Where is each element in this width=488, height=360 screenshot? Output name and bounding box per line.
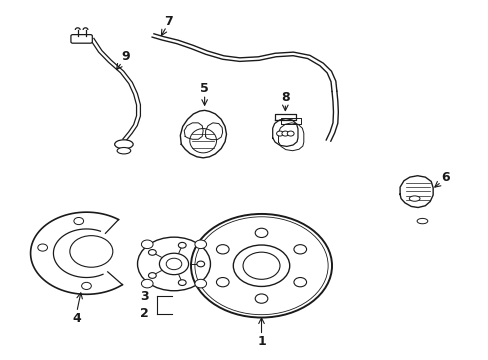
Circle shape	[255, 228, 267, 238]
Circle shape	[282, 131, 288, 136]
Ellipse shape	[117, 148, 130, 154]
Circle shape	[141, 279, 153, 288]
Circle shape	[276, 131, 283, 136]
Text: 6: 6	[440, 171, 448, 184]
Circle shape	[293, 245, 306, 254]
Text: 8: 8	[281, 91, 289, 104]
Circle shape	[287, 131, 293, 136]
Circle shape	[216, 245, 229, 254]
Circle shape	[38, 244, 47, 251]
Circle shape	[141, 240, 153, 249]
Circle shape	[178, 242, 186, 248]
FancyBboxPatch shape	[71, 35, 92, 43]
Circle shape	[293, 278, 306, 287]
Text: 9: 9	[122, 50, 130, 63]
Circle shape	[216, 278, 229, 287]
Text: 3: 3	[140, 289, 149, 303]
Circle shape	[148, 249, 156, 255]
Text: 5: 5	[200, 82, 208, 95]
Ellipse shape	[416, 219, 427, 224]
Circle shape	[195, 279, 206, 288]
Circle shape	[197, 261, 204, 267]
Circle shape	[255, 294, 267, 303]
Ellipse shape	[115, 140, 133, 149]
Circle shape	[195, 240, 206, 249]
Text: 7: 7	[163, 14, 172, 27]
Text: 4: 4	[72, 312, 81, 325]
Circle shape	[81, 282, 91, 289]
Text: 1: 1	[257, 335, 265, 348]
Ellipse shape	[408, 196, 419, 201]
Circle shape	[178, 280, 186, 285]
Circle shape	[74, 217, 83, 225]
Circle shape	[148, 273, 156, 278]
Text: 2: 2	[140, 307, 149, 320]
